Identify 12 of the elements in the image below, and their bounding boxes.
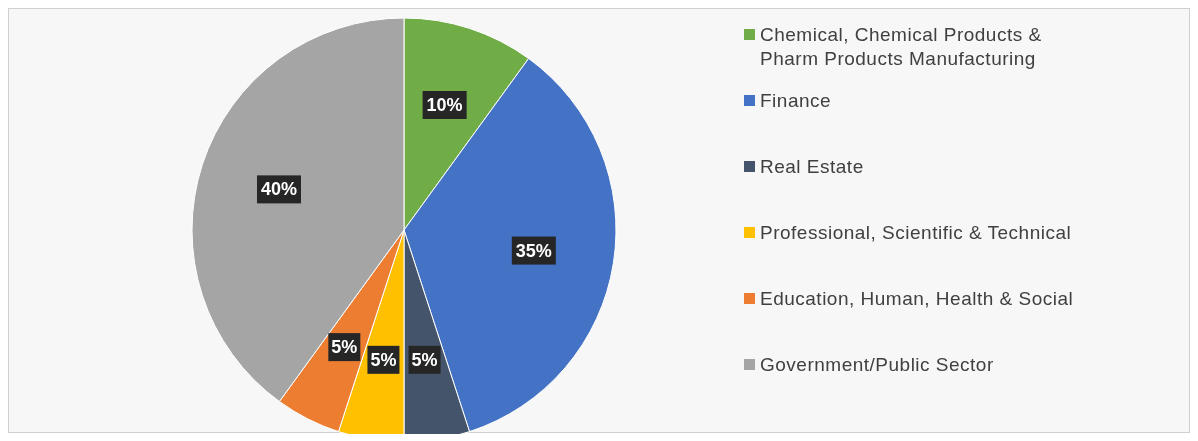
data-label: 40% <box>260 179 298 200</box>
legend-label: Professional, Scientific & Technical <box>760 221 1072 245</box>
data-label: 5% <box>331 337 358 358</box>
data-label: 10% <box>426 94 463 115</box>
data-label: 5% <box>411 349 438 370</box>
legend-label: Chemical, Chemical Products & Pharm Products Manufacturing <box>760 23 1043 71</box>
data-label: 5% <box>370 349 397 370</box>
legend-label: Government/Public Sector <box>760 353 994 377</box>
data-label: 35% <box>515 240 552 261</box>
legend-label: Education, Human, Health & Social <box>760 287 1074 311</box>
legend-label: Real Estate <box>760 155 864 179</box>
legend-label: Finance <box>760 89 832 113</box>
